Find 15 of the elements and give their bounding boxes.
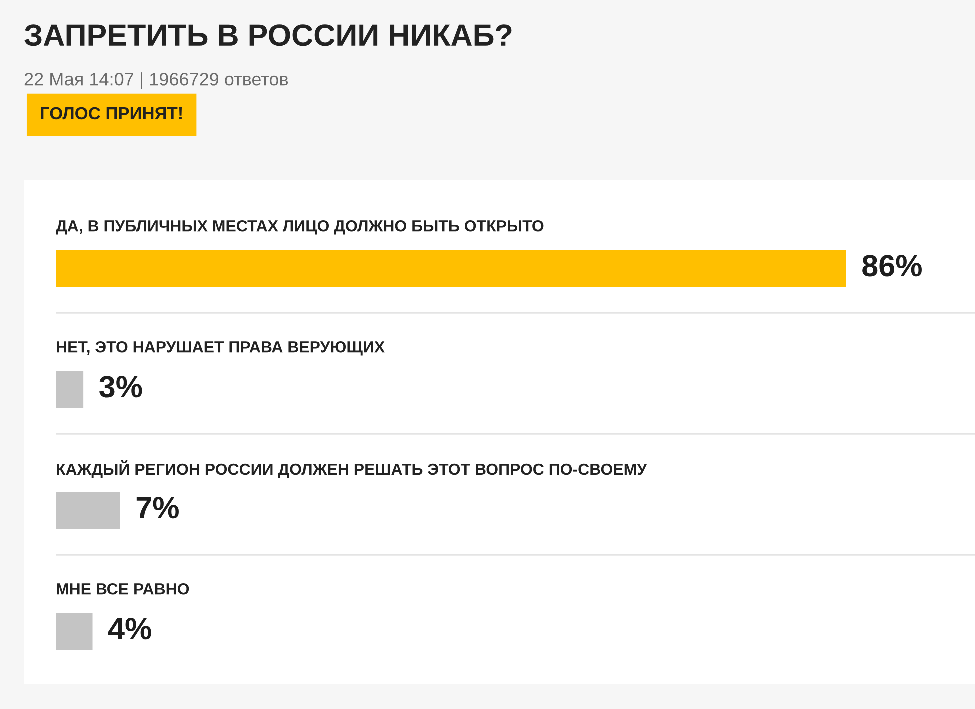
text: ГОЛОС ПРИНЯТ! <box>41 107 182 120</box>
y-tick-label: КАЖДЫЙ РЕГИОН РОССИИ ДОЛЖЕН РЕШАТЬ ЭТОТ ВОПРОС ПО-СВОЕМУ <box>57 460 648 478</box>
data-label: 3% <box>100 376 142 398</box>
chart-title: ЗАПРЕТИТЬ В РОССИИ НИКАБ? <box>24 24 512 46</box>
data-label: 4% <box>108 618 152 640</box>
data-label: 7% <box>136 497 179 519</box>
y-tick-label: НЕТ, ЭТО НАРУШАЕТ ПРАВА ВЕРУЮЩИХ <box>57 341 385 356</box>
bar <box>56 250 846 287</box>
chart-subtitle: 22 Мая 14:07 | 1966729 ответов <box>24 72 288 90</box>
y-tick-label: МНЕ ВСЕ РАВНО <box>57 583 190 595</box>
y-tick-label: ДА, В ПУБЛИЧНЫХ МЕСТАХ ЛИЦО ДОЛЖНО БЫТЬ ОТКРЫТО <box>56 220 544 235</box>
bar <box>56 613 93 650</box>
bar <box>56 492 120 529</box>
data-label: 86% <box>862 255 922 277</box>
bar <box>56 371 84 408</box>
